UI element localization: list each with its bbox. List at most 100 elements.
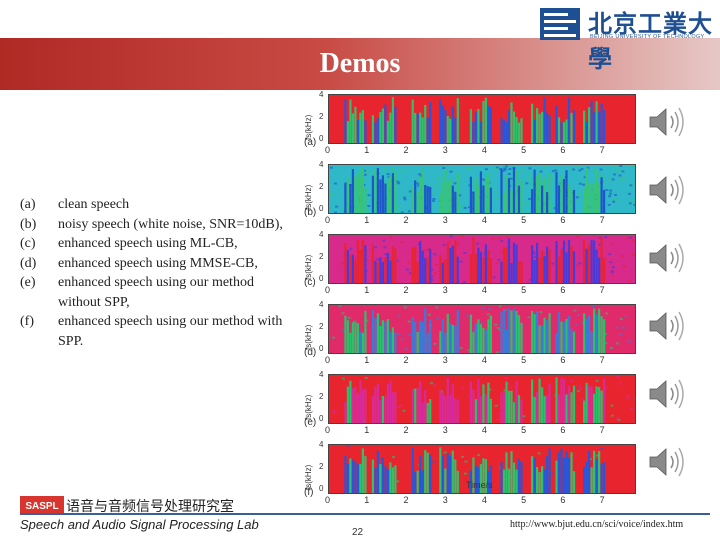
x-tick-label: 3 bbox=[442, 355, 448, 365]
x-tick-label: 0 bbox=[325, 495, 331, 505]
x-tick-label: 0 bbox=[325, 145, 331, 155]
x-tick-label: 2 bbox=[403, 145, 409, 155]
saspl-logo-icon: SASPL bbox=[20, 496, 64, 514]
page-number: 22 bbox=[352, 527, 364, 538]
legend-item: (a) clean speech bbox=[20, 197, 130, 212]
spectrogram-image bbox=[328, 94, 636, 144]
x-tick-label: 4 bbox=[481, 425, 487, 435]
x-tick-label: 5 bbox=[521, 285, 527, 295]
x-tick-label: 1 bbox=[364, 425, 370, 435]
x-tick-label: 7 bbox=[599, 285, 605, 295]
speaker-icon[interactable] bbox=[646, 376, 688, 412]
y-tick-label: 0 bbox=[319, 274, 324, 283]
y-tick-label: 2 bbox=[319, 252, 324, 261]
y-tick-label: 4 bbox=[319, 90, 324, 99]
x-tick-label: 7 bbox=[599, 145, 605, 155]
x-tick-label: 1 bbox=[364, 215, 370, 225]
spectrogram-image bbox=[328, 374, 636, 424]
legend-item: (c) enhanced speech using ML-CB, bbox=[20, 236, 238, 251]
spectrogram-image bbox=[328, 234, 636, 284]
logo-english-text: BEIJING UNIVERSITY OF TECHNOLOGY bbox=[590, 34, 705, 40]
spectrogram-image bbox=[328, 444, 636, 494]
x-tick-label: 6 bbox=[560, 145, 566, 155]
footer-divider bbox=[20, 513, 710, 515]
title-banner bbox=[0, 38, 720, 90]
y-tick-label: 0 bbox=[319, 344, 324, 353]
legend-item: (b) noisy speech (white noise, SNR=10dB), bbox=[20, 216, 283, 232]
x-tick-label: 6 bbox=[560, 355, 566, 365]
x-tick-label: 2 bbox=[403, 425, 409, 435]
y-tick-label: 0 bbox=[319, 134, 324, 143]
y-tick-label: 4 bbox=[319, 370, 324, 379]
y-axis-label: fs(kHz) bbox=[304, 254, 313, 280]
x-tick-label: 7 bbox=[599, 355, 605, 365]
y-tick-label: 2 bbox=[319, 112, 324, 121]
legend-item: (e) enhanced speech using our method with… bbox=[20, 275, 254, 310]
logo-chinese-text: 北京工業大學 bbox=[588, 9, 713, 73]
y-tick-label: 0 bbox=[319, 484, 324, 493]
lab-name-english: Speech and Audio Signal Processing Lab bbox=[20, 517, 259, 532]
spectrogram-panel: fs(kHz) (e) 4 2 0 0 1 2 3 4 5 6 7 bbox=[300, 368, 640, 440]
panel-label: (e) bbox=[304, 417, 317, 428]
x-tick-label: 6 bbox=[560, 215, 566, 225]
spectrogram-panel: fs(kHz) (f) 4 2 0 0 1 2 3 4 5 6 7 bbox=[300, 438, 640, 510]
speaker-icon[interactable] bbox=[646, 172, 688, 208]
spectrogram-image bbox=[328, 304, 636, 354]
y-axis-label: fs(kHz) bbox=[304, 114, 313, 140]
x-tick-label: 7 bbox=[599, 215, 605, 225]
y-axis-label: fs(kHz) bbox=[304, 464, 313, 490]
x-tick-label: 5 bbox=[521, 425, 527, 435]
x-tick-label: 3 bbox=[442, 285, 448, 295]
y-tick-label: 0 bbox=[319, 204, 324, 213]
x-tick-label: 5 bbox=[521, 495, 527, 505]
x-tick-label: 4 bbox=[481, 495, 487, 505]
speaker-icon[interactable] bbox=[646, 240, 688, 276]
spectrogram-panel: fs(kHz) (c) 4 2 0 0 1 2 3 4 5 6 7 bbox=[300, 228, 640, 300]
y-tick-label: 2 bbox=[319, 182, 324, 191]
speaker-icon[interactable] bbox=[646, 308, 688, 344]
university-logo: 北京工業大學 BEIJING UNIVERSITY OF TECHNOLOGY bbox=[538, 4, 714, 73]
x-tick-label: 0 bbox=[325, 285, 331, 295]
y-tick-label: 4 bbox=[319, 300, 324, 309]
x-tick-label: 3 bbox=[442, 425, 448, 435]
spectrogram-image bbox=[328, 164, 636, 214]
x-tick-label: 6 bbox=[560, 425, 566, 435]
x-tick-label: 4 bbox=[481, 355, 487, 365]
speaker-icon[interactable] bbox=[646, 104, 688, 140]
y-tick-label: 4 bbox=[319, 160, 324, 169]
lab-url-link[interactable]: http://www.bjut.edu.cn/sci/voice/index.h… bbox=[510, 519, 684, 530]
panel-label: (c) bbox=[304, 277, 316, 288]
spectrogram-panel: fs(kHz) (b) 4 2 0 0 1 2 3 4 5 6 7 bbox=[300, 158, 640, 230]
x-tick-label: 3 bbox=[442, 495, 448, 505]
y-tick-label: 2 bbox=[319, 462, 324, 471]
x-tick-label: 2 bbox=[403, 215, 409, 225]
x-tick-label: 6 bbox=[560, 285, 566, 295]
x-tick-label: 7 bbox=[599, 495, 605, 505]
spectrogram-panel: fs(kHz) (d) 4 2 0 0 1 2 3 4 5 6 7 bbox=[300, 298, 640, 370]
x-tick-label: 4 bbox=[481, 215, 487, 225]
x-tick-label: 2 bbox=[403, 355, 409, 365]
condition-legend: (a) clean speech (b) noisy speech (white n… bbox=[20, 195, 300, 351]
panel-label: (b) bbox=[304, 207, 317, 218]
bjut-emblem-icon bbox=[540, 8, 580, 40]
x-tick-label: 1 bbox=[364, 145, 370, 155]
svg-text:SASPL: SASPL bbox=[25, 501, 58, 512]
panel-label: (a) bbox=[304, 137, 317, 148]
y-axis-label: fs(kHz) bbox=[304, 394, 313, 420]
x-tick-label: 5 bbox=[521, 355, 527, 365]
x-tick-label: 4 bbox=[481, 285, 487, 295]
x-tick-label: 3 bbox=[442, 215, 448, 225]
y-tick-label: 2 bbox=[319, 322, 324, 331]
x-tick-label: 0 bbox=[325, 425, 331, 435]
x-tick-label: 0 bbox=[325, 355, 331, 365]
y-axis-label: fs(kHz) bbox=[304, 324, 313, 350]
x-tick-label: 7 bbox=[599, 425, 605, 435]
x-tick-label: 0 bbox=[325, 215, 331, 225]
speaker-icon[interactable] bbox=[646, 444, 688, 480]
y-tick-label: 4 bbox=[319, 440, 324, 449]
spectrogram-panel: fs(kHz) (a) 4 2 0 0 1 2 3 4 5 6 7 bbox=[300, 88, 640, 160]
legend-item: (f) enhanced speech using our method with… bbox=[20, 314, 283, 349]
x-tick-label: 1 bbox=[364, 285, 370, 295]
panel-label: (d) bbox=[304, 347, 317, 358]
y-tick-label: 0 bbox=[319, 414, 324, 423]
